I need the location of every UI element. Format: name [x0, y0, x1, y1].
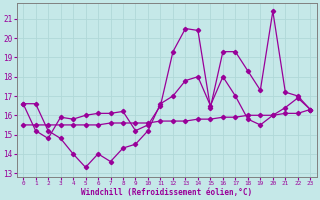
- X-axis label: Windchill (Refroidissement éolien,°C): Windchill (Refroidissement éolien,°C): [81, 188, 252, 197]
